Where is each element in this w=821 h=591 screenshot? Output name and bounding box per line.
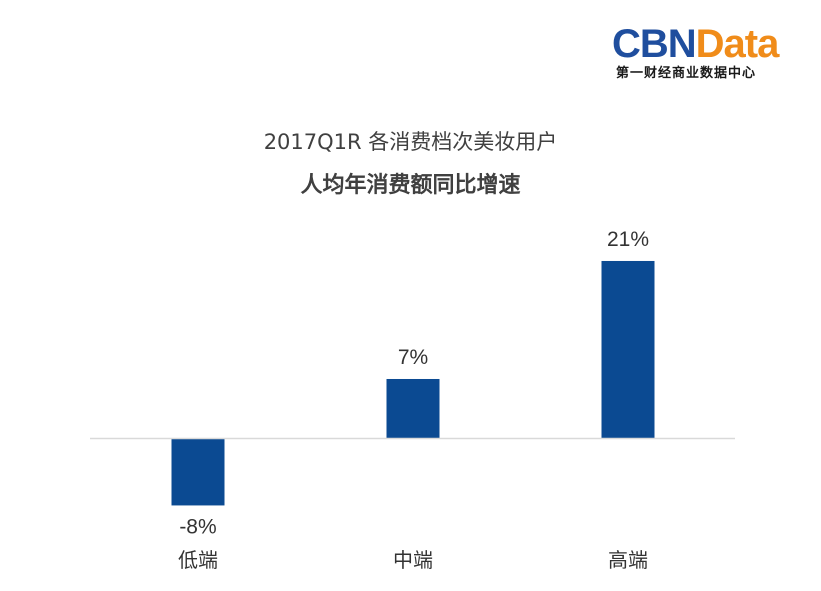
chart-title: 2017Q1R 各消费档次美妆用户 xyxy=(263,130,558,154)
category-label: 高端 xyxy=(608,548,648,572)
category-label: 中端 xyxy=(393,548,433,572)
logo-wordmark-cbn: CBN xyxy=(612,22,697,66)
bar-3 xyxy=(601,260,655,438)
cbndata-logo: CBNData 第一财经商业数据中心 xyxy=(612,22,807,84)
logo-tagline: 第一财经商业数据中心 xyxy=(616,66,757,81)
logo-wordmark-data: Data xyxy=(695,22,780,66)
category-label: 低端 xyxy=(178,548,218,572)
chart-subtitle: 人均年消费额同比增速 xyxy=(300,173,521,198)
data-label: 21% xyxy=(607,228,649,251)
data-label: -8% xyxy=(179,515,216,538)
bar-2 xyxy=(386,378,440,438)
logo-wordmark: CBNData xyxy=(612,22,780,66)
data-label: 7% xyxy=(398,346,428,369)
bar-1 xyxy=(171,438,225,506)
